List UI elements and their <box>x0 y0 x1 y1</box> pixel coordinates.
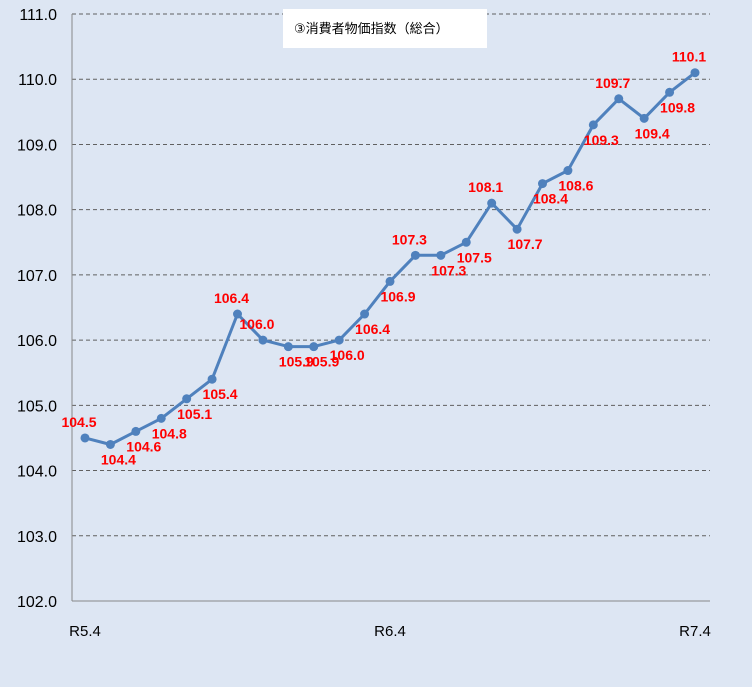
data-point <box>410 250 420 260</box>
data-label: 108.1 <box>468 179 503 195</box>
data-point <box>334 335 344 345</box>
y-tick-label: 107.0 <box>17 268 57 285</box>
grid-layer <box>72 13 710 537</box>
data-label: 107.3 <box>392 231 427 247</box>
data-label: 104.6 <box>126 438 161 454</box>
data-point <box>233 309 242 319</box>
y-tick-label: 102.0 <box>17 594 57 611</box>
data-label: 109.3 <box>584 132 619 148</box>
data-point <box>182 394 192 404</box>
data-label: 107.7 <box>508 236 543 252</box>
y-tick-label: 106.0 <box>17 333 57 350</box>
data-label: 106.4 <box>355 321 390 337</box>
data-point <box>690 68 700 78</box>
data-point <box>258 335 268 345</box>
data-point <box>487 198 497 208</box>
data-point <box>538 179 547 189</box>
x-tick-label: R7.4 <box>679 623 711 640</box>
data-label: 108.4 <box>533 191 568 207</box>
series-line <box>84 71 696 446</box>
data-point <box>461 237 471 247</box>
data-point <box>131 426 141 436</box>
data-label: 106.0 <box>239 316 274 332</box>
axis-layer: 111.0 110.0 109.0 108.0 107.0 106.0 105.0 104.0… <box>17 7 711 640</box>
y-tick-label: 105.0 <box>17 398 57 415</box>
data-label: 109.4 <box>635 125 670 141</box>
y-tick-label: 103.0 <box>17 529 57 546</box>
data-label: 108.6 <box>558 178 593 194</box>
data-point <box>360 309 370 319</box>
data-label: 106.0 <box>330 347 365 363</box>
x-tick-label: R6.4 <box>374 623 406 640</box>
series-layer <box>80 68 700 449</box>
data-point <box>563 166 573 176</box>
data-label: 106.4 <box>214 290 249 306</box>
data-point <box>156 413 166 423</box>
data-label: 104.5 <box>61 414 96 430</box>
data-point <box>588 120 598 130</box>
data-label: 107.5 <box>457 249 492 265</box>
data-label: 104.8 <box>152 425 187 441</box>
y-tick-label: 110.0 <box>18 72 57 89</box>
chart-title: ③消費者物価指数（総合） <box>294 22 449 37</box>
data-point <box>639 113 649 123</box>
data-label: 104.4 <box>101 451 136 467</box>
data-point <box>105 439 115 449</box>
x-tick-label: R5.4 <box>69 623 101 640</box>
data-point <box>207 374 217 384</box>
data-label: 110.1 <box>672 49 706 65</box>
data-label: 107.3 <box>431 262 466 278</box>
data-point <box>665 87 675 97</box>
title-background <box>283 9 487 48</box>
data-point <box>80 433 90 443</box>
y-tick-label: 108.0 <box>17 203 57 220</box>
data-point <box>309 342 319 352</box>
y-tick-label: 109.0 <box>17 137 57 154</box>
data-label: 106.9 <box>380 288 415 304</box>
data-label: 109.8 <box>660 99 695 115</box>
y-tick-label: 104.0 <box>17 464 57 481</box>
data-label: 109.7 <box>595 75 630 91</box>
data-label: 105.9 <box>304 354 339 370</box>
data-point <box>512 224 522 234</box>
data-point <box>614 94 624 104</box>
chart-title-box: ③消費者物価指数（総合） <box>283 9 487 48</box>
y-tick-label: 111.0 <box>19 7 57 24</box>
data-point <box>283 342 293 352</box>
data-label: 105.1 <box>177 406 212 422</box>
data-point <box>385 276 395 286</box>
data-point <box>436 250 446 260</box>
data-label: 105.4 <box>203 386 238 402</box>
data-label: 105.9 <box>279 354 314 370</box>
